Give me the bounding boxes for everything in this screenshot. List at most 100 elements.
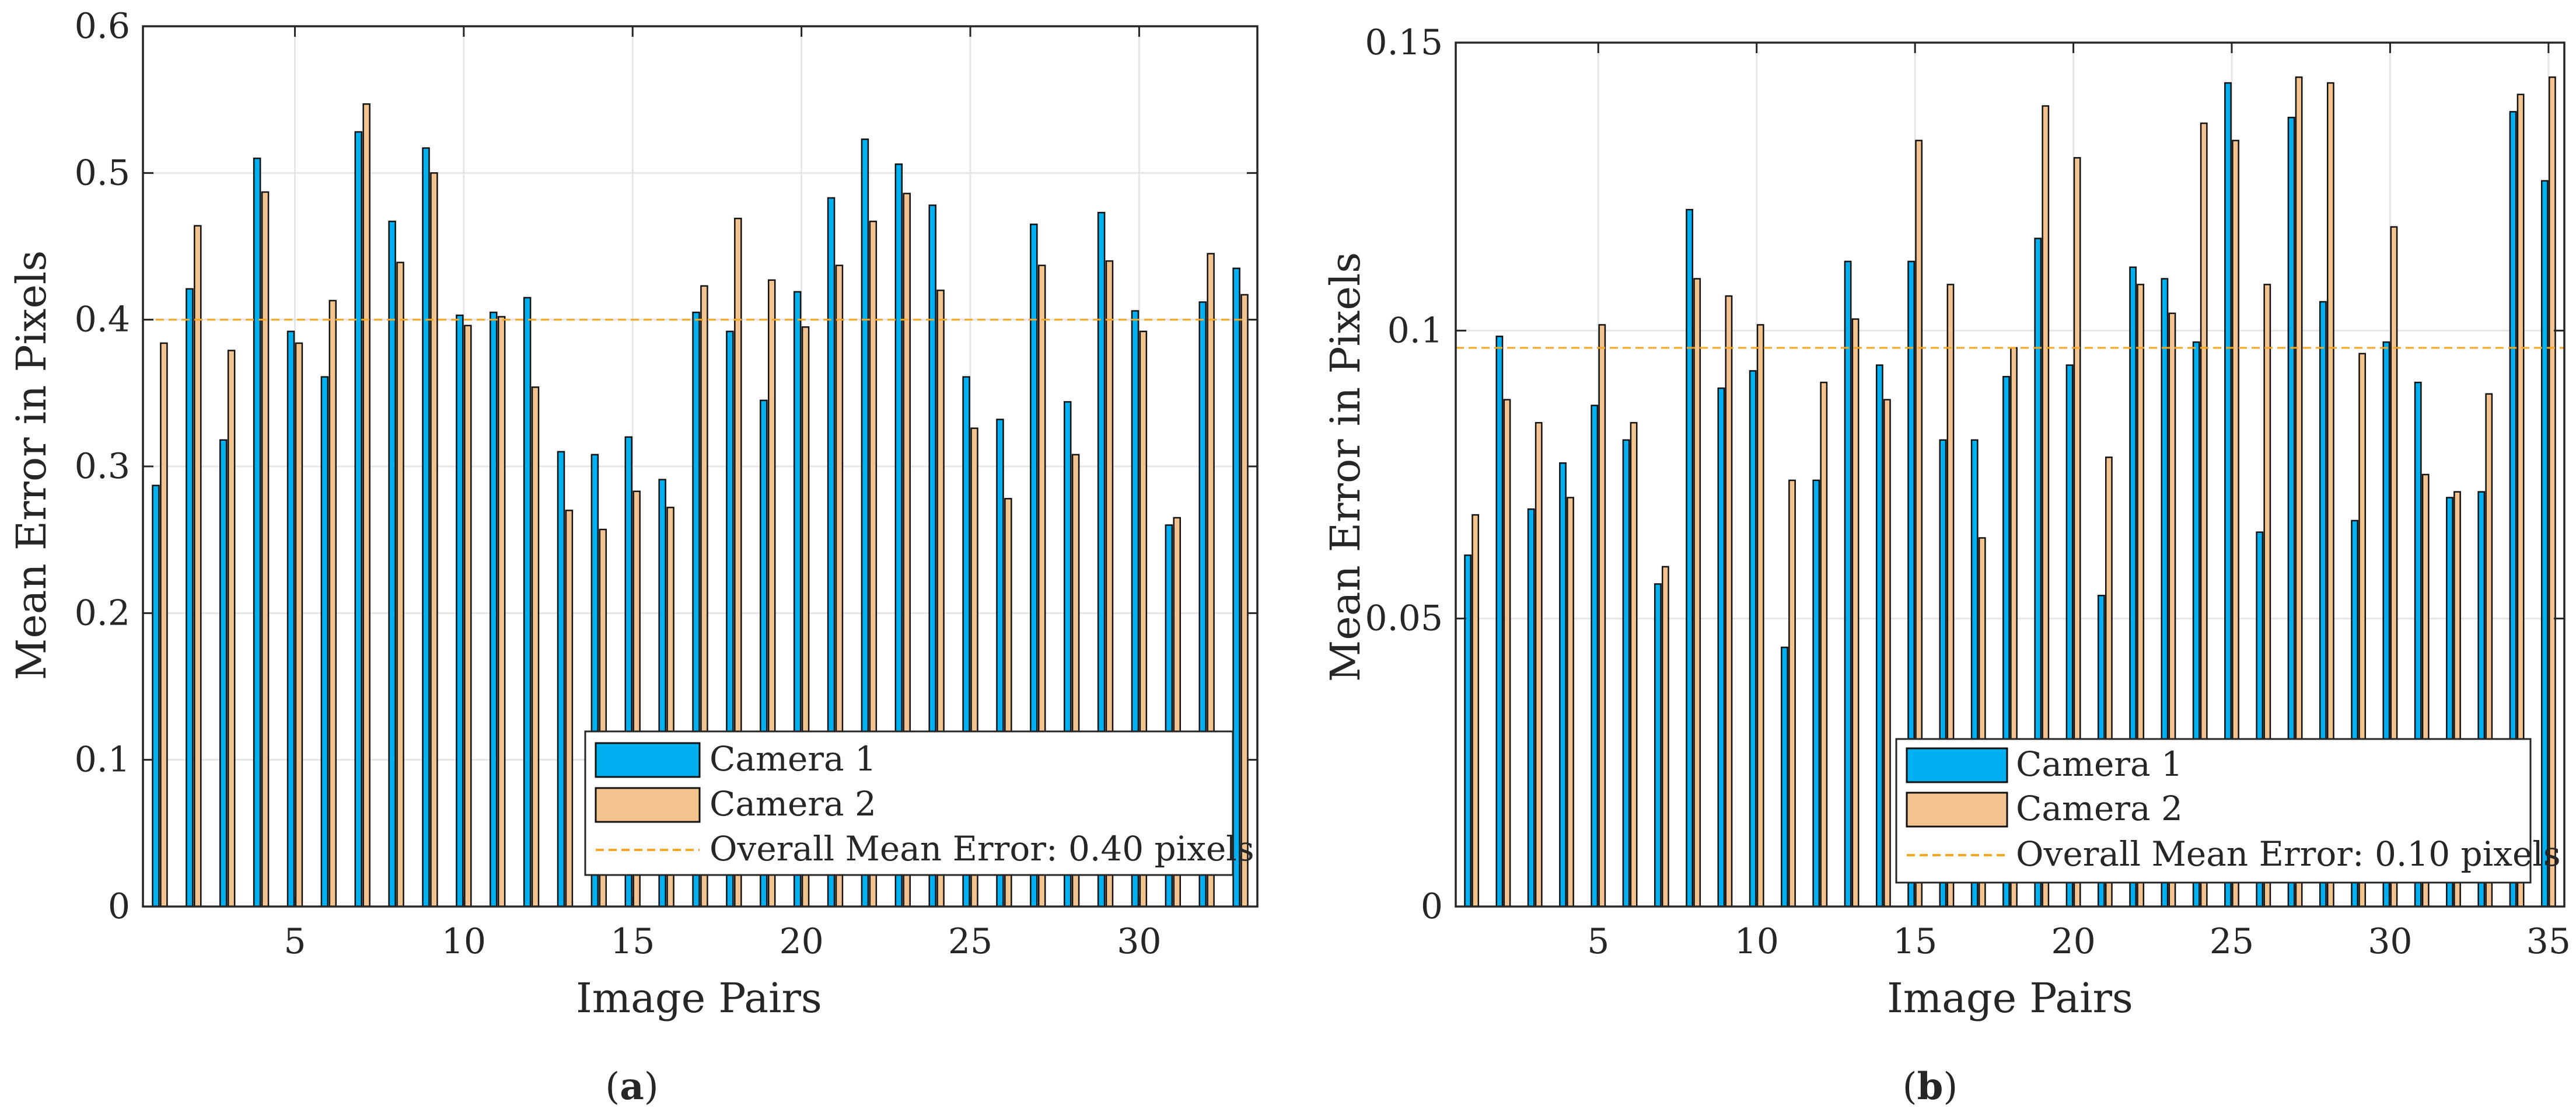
y-tick-label-b-2: 0.1 [1387, 310, 1443, 351]
legend-label-mean-b: Overall Mean Error: 0.10 pixels [2016, 834, 2561, 874]
panel-letter-b: b [1917, 1065, 1944, 1108]
bar-camera1-b-9 [1717, 387, 1725, 908]
y-tick-label-a-4: 0.4 [75, 299, 130, 340]
bar-camera1-a-12 [523, 297, 532, 908]
bar-camera2-a-2 [194, 225, 202, 908]
x-tick-label-b-6: 35 [2526, 921, 2571, 962]
bar-camera1-a-11 [490, 311, 498, 908]
x-tick-label-a-4: 25 [948, 921, 992, 962]
bar-camera2-a-12 [531, 386, 540, 908]
bar-camera2-a-33 [1240, 294, 1249, 908]
bar-camera1-a-5 [286, 330, 295, 908]
plot-frame-b [1455, 41, 2565, 908]
x-tick-label-a-1: 10 [442, 921, 486, 962]
bar-camera2-b-9 [1725, 295, 1733, 908]
panel-letter-a: a [620, 1065, 644, 1108]
x-tick-label-a-0: 5 [284, 921, 306, 962]
bar-camera1-a-1 [152, 484, 160, 908]
bar-camera1-a-13 [557, 451, 565, 908]
bar-camera2-a-1 [160, 342, 168, 908]
bar-camera2-a-4 [261, 191, 270, 908]
bar-camera2-b-35 [2548, 76, 2556, 908]
x-tick-label-a-2: 15 [610, 921, 655, 962]
bar-camera2-a-10 [464, 325, 472, 908]
bar-camera2-a-11 [497, 316, 506, 908]
legend-swatch-camera2-a [595, 787, 701, 823]
y-tick-label-b-0: 0 [1421, 886, 1443, 927]
legend-label-camera2-a: Camera 2 [709, 784, 876, 824]
bar-camera1-a-7 [354, 131, 363, 908]
bar-camera1-b-8 [1686, 208, 1694, 908]
legend-label-camera1-b: Camera 1 [2016, 744, 2183, 784]
bar-camera1-b-35 [2540, 180, 2549, 908]
bar-camera2-a-3 [227, 350, 236, 908]
legend-swatch-camera2-b [1906, 792, 2008, 828]
legend-label-mean-a: Overall Mean Error: 0.40 pixels [709, 829, 1254, 869]
bar-camera1-a-10 [456, 314, 464, 908]
y-tick-label-a-0: 0 [108, 886, 130, 927]
legend-label-camera1-a: Camera 1 [709, 739, 876, 779]
bar-camera2-b-7 [1661, 566, 1669, 908]
bar-camera2-a-9 [430, 172, 438, 908]
legend-b: Camera 1 Camera 2 Overall Mean Error: 0.… [1895, 738, 2561, 884]
x-tick-label-a-5: 30 [1117, 921, 1161, 962]
bar-camera2-a-13 [565, 510, 574, 908]
bar-camera1-b-7 [1654, 583, 1662, 908]
chart-panel-a: 5 10 15 20 25 30 0 0.1 0.2 0.3 0.4 0.5 0.6 Image Pai… [8, 6, 1259, 1108]
bar-camera1-b-3 [1527, 508, 1535, 908]
bars-b [1464, 76, 2556, 908]
x-tick-label-b-4: 25 [2210, 921, 2254, 962]
x-tick-label-b-5: 30 [2368, 921, 2412, 962]
bar-camera1-a-3 [219, 439, 228, 908]
panel-caption-a: (a) [605, 1065, 658, 1108]
x-tick-label-b-1: 10 [1735, 921, 1779, 962]
panel-caption-close-a: ) [644, 1065, 659, 1108]
bar-camera1-a-8 [388, 221, 396, 908]
y-tick-label-a-6: 0.6 [75, 6, 130, 47]
ticks-b: 5 10 15 20 25 30 35 0 0.05 0.1 0.15 [1365, 22, 2571, 962]
x-tick-label-b-3: 20 [2051, 921, 2095, 962]
bar-camera2-b-10 [1756, 324, 1764, 908]
legend-label-camera2-b: Camera 2 [2016, 789, 2183, 828]
bar-camera2-b-12 [1820, 381, 1828, 908]
legend-swatch-camera1-b [1906, 747, 2008, 783]
bar-camera2-b-1 [1471, 514, 1480, 908]
bar-camera2-b-8 [1693, 278, 1701, 908]
y-tick-label-b-1: 0.05 [1365, 598, 1443, 639]
bar-camera1-b-10 [1749, 370, 1757, 908]
y-axis-label-a: Mean Error in Pixels [8, 250, 55, 680]
bar-camera1-b-5 [1591, 405, 1599, 908]
y-axis-label-b: Mean Error in Pixels [1322, 252, 1369, 682]
bar-camera1-a-9 [422, 147, 430, 908]
bar-camera2-b-4 [1567, 497, 1574, 908]
bar-camera2-b-11 [1788, 479, 1796, 908]
bar-camera2-a-6 [328, 299, 337, 908]
legend-swatch-camera1-a [595, 742, 701, 778]
y-tick-label-a-1: 0.1 [75, 740, 130, 780]
bar-camera1-a-2 [186, 288, 194, 908]
bar-camera1-b-11 [1781, 646, 1788, 908]
ticks-a: 5 10 15 20 25 30 0 0.1 0.2 0.3 0.4 0.5 0.6 [75, 6, 1257, 962]
bar-camera1-a-6 [320, 376, 329, 908]
chart-panel-b: 5 10 15 20 25 30 35 0 0.05 0.1 0.15 Image Pairs Me… [1322, 22, 2571, 1108]
bar-camera1-a-4 [253, 157, 261, 908]
x-axis-label-b: Image Pairs [1887, 974, 2133, 1022]
panel-caption-close-b: ) [1943, 1065, 1958, 1108]
bar-camera1-b-2 [1495, 335, 1504, 908]
bar-camera1-b-14 [1875, 364, 1883, 908]
bar-camera2-b-2 [1503, 399, 1511, 908]
bar-camera1-b-4 [1559, 462, 1567, 908]
x-tick-label-a-3: 20 [779, 921, 823, 962]
bar-camera2-b-14 [1883, 399, 1891, 908]
bar-camera1-b-1 [1464, 554, 1472, 908]
panel-caption-open-a: ( [605, 1065, 620, 1108]
bar-camera2-b-6 [1630, 421, 1638, 908]
y-tick-label-a-5: 0.5 [75, 152, 130, 193]
bar-camera1-b-12 [1812, 479, 1820, 908]
panel-caption-b: (b) [1903, 1065, 1958, 1108]
x-tick-label-b-2: 15 [1893, 921, 1937, 962]
bar-camera1-b-13 [1844, 260, 1852, 908]
x-axis-label-a: Image Pairs [576, 974, 822, 1022]
y-tick-label-a-3: 0.3 [75, 446, 130, 487]
